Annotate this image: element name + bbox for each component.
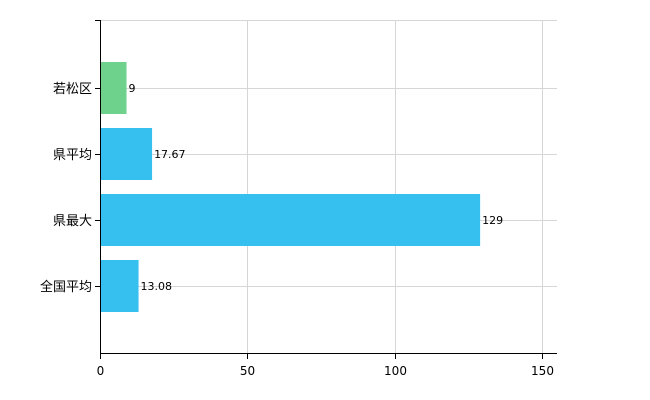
- data-label: 17.67: [154, 148, 186, 161]
- bar: [101, 128, 153, 180]
- data-label: 9: [129, 82, 136, 95]
- bar: [101, 260, 139, 312]
- data-label: 129: [482, 214, 503, 227]
- bar-layer: [101, 62, 481, 312]
- category-label: 県最大: [53, 214, 92, 229]
- category-label: 全国平均: [40, 279, 92, 295]
- x-tick-label: 100: [384, 364, 407, 378]
- x-tick-label: 150: [531, 364, 554, 378]
- bar: [101, 62, 127, 114]
- axis-layer: [95, 20, 557, 359]
- x-tick-label: 0: [97, 364, 105, 378]
- category-label: 県平均: [53, 148, 92, 163]
- x-tick-label: 50: [240, 364, 255, 378]
- category-label: 若松区: [53, 81, 92, 97]
- bar: [101, 194, 481, 246]
- data-label: 13.08: [141, 280, 173, 293]
- grid-layer: [101, 20, 557, 353]
- label-layer: 9 若松区 17.67 県平均 129 県最大 13.08 全国平均 0 50 100 150: [40, 81, 554, 378]
